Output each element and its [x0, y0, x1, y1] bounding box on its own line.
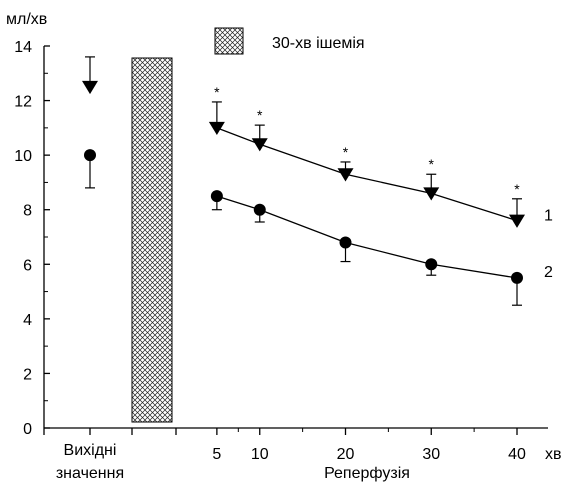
- y-tick-label: 2: [23, 366, 32, 383]
- y-tick-label: 4: [23, 312, 32, 329]
- y-axis: 0 2 4 6 8 10 12 14: [14, 39, 50, 438]
- significance-marker: *: [214, 84, 220, 100]
- y-tick-label: 10: [14, 148, 32, 165]
- data-point: [84, 149, 96, 162]
- series-layer: * * * * * 1 2: [82, 56, 553, 306]
- legend-swatch-ischemia: [214, 27, 244, 55]
- baseline-label-line1: Вихідні: [64, 442, 117, 459]
- data-point: [339, 236, 352, 249]
- data-point: [251, 138, 268, 152]
- data-point: [511, 271, 523, 284]
- ischemia-bar: [131, 57, 173, 423]
- x-axis: 5 10 20 30 40 Вихідні значення хв Реперфузія: [43, 427, 562, 482]
- x-tick-label: 5: [212, 446, 221, 463]
- data-point: [423, 187, 440, 201]
- x-tick-label: 20: [337, 446, 355, 463]
- significance-marker: *: [257, 107, 263, 123]
- series-label: 1: [544, 208, 553, 225]
- x-tick-label: 40: [508, 446, 526, 463]
- y-tick-label: 0: [23, 421, 32, 438]
- data-point: [253, 203, 266, 216]
- y-axis-label: мл/хв: [6, 11, 47, 28]
- legend-label-ischemia: 30-хв ішемія: [272, 35, 365, 52]
- y-tick-label: 12: [14, 94, 32, 111]
- data-point: [210, 190, 223, 203]
- significance-marker: *: [429, 156, 435, 172]
- series-2: 2: [84, 149, 553, 306]
- x-axis-unit: хв: [545, 446, 562, 463]
- x-tick-label: 10: [251, 446, 269, 463]
- y-tick-label: 6: [23, 257, 32, 274]
- y-tick-label: 14: [14, 39, 32, 56]
- significance-marker: *: [514, 181, 520, 197]
- y-tick-label: 8: [23, 203, 32, 220]
- series-label: 2: [544, 264, 553, 281]
- data-point: [337, 168, 354, 182]
- data-point: [509, 214, 525, 228]
- data-point: [208, 121, 225, 136]
- baseline-label-line2: значення: [56, 465, 124, 482]
- series-1: * * * * * 1: [82, 56, 553, 228]
- data-point: [425, 258, 438, 271]
- data-point: [82, 80, 98, 95]
- legend: 30-хв ішемія: [214, 27, 365, 55]
- significance-marker: *: [343, 144, 349, 160]
- x-axis-label: Реперфузія: [324, 465, 410, 482]
- x-tick-label: 30: [422, 446, 440, 463]
